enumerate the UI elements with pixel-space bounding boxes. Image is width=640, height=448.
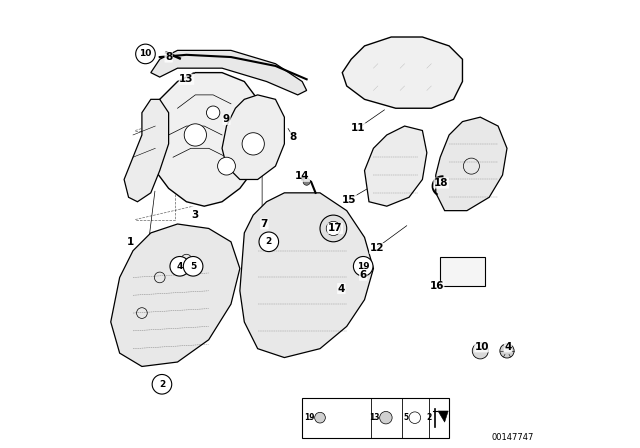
Polygon shape xyxy=(124,99,168,202)
Text: 2: 2 xyxy=(426,413,431,422)
Text: 8: 8 xyxy=(290,132,297,142)
Text: 14: 14 xyxy=(295,172,310,181)
Text: 19: 19 xyxy=(304,413,314,422)
Text: 1: 1 xyxy=(127,237,134,247)
Text: 7: 7 xyxy=(260,219,268,229)
Polygon shape xyxy=(222,95,284,180)
Text: 9: 9 xyxy=(223,114,230,125)
Circle shape xyxy=(320,215,347,242)
Text: 6: 6 xyxy=(360,270,367,280)
Text: 11: 11 xyxy=(351,123,365,133)
Bar xyxy=(302,398,449,438)
Circle shape xyxy=(303,178,310,185)
Bar xyxy=(440,258,484,286)
Circle shape xyxy=(500,344,514,358)
Text: 4: 4 xyxy=(504,342,511,352)
Circle shape xyxy=(315,412,325,423)
Polygon shape xyxy=(240,193,373,358)
Text: 12: 12 xyxy=(370,243,384,254)
Polygon shape xyxy=(365,126,427,206)
Polygon shape xyxy=(342,37,463,108)
Circle shape xyxy=(183,257,203,276)
Text: 5: 5 xyxy=(190,262,196,271)
Circle shape xyxy=(184,124,207,146)
Circle shape xyxy=(353,257,373,276)
Text: 8: 8 xyxy=(165,52,172,62)
Text: 3: 3 xyxy=(192,210,199,220)
Circle shape xyxy=(218,157,236,175)
Text: 19: 19 xyxy=(357,262,369,271)
Text: 2: 2 xyxy=(159,380,165,389)
Text: 4: 4 xyxy=(177,262,183,271)
Text: 17: 17 xyxy=(328,224,342,233)
Polygon shape xyxy=(438,411,448,422)
Polygon shape xyxy=(111,224,240,366)
Circle shape xyxy=(409,412,420,423)
Text: 15: 15 xyxy=(342,194,356,205)
Circle shape xyxy=(152,375,172,394)
Circle shape xyxy=(472,343,488,359)
Text: 13: 13 xyxy=(179,74,194,84)
Text: 4: 4 xyxy=(338,284,345,293)
Circle shape xyxy=(170,257,189,276)
Text: 16: 16 xyxy=(429,281,444,291)
Polygon shape xyxy=(151,73,267,206)
Polygon shape xyxy=(151,50,307,95)
Circle shape xyxy=(136,44,156,64)
Circle shape xyxy=(207,106,220,119)
Text: 10: 10 xyxy=(475,342,490,352)
Text: 00147747: 00147747 xyxy=(492,433,534,442)
Circle shape xyxy=(326,221,340,236)
Text: 5: 5 xyxy=(404,413,409,422)
Circle shape xyxy=(259,232,278,252)
Circle shape xyxy=(380,411,392,424)
Text: 13: 13 xyxy=(370,413,380,422)
Text: 2: 2 xyxy=(266,237,272,246)
Text: 10: 10 xyxy=(140,49,152,58)
Circle shape xyxy=(242,133,264,155)
Polygon shape xyxy=(436,117,507,211)
Text: 18: 18 xyxy=(434,178,449,188)
